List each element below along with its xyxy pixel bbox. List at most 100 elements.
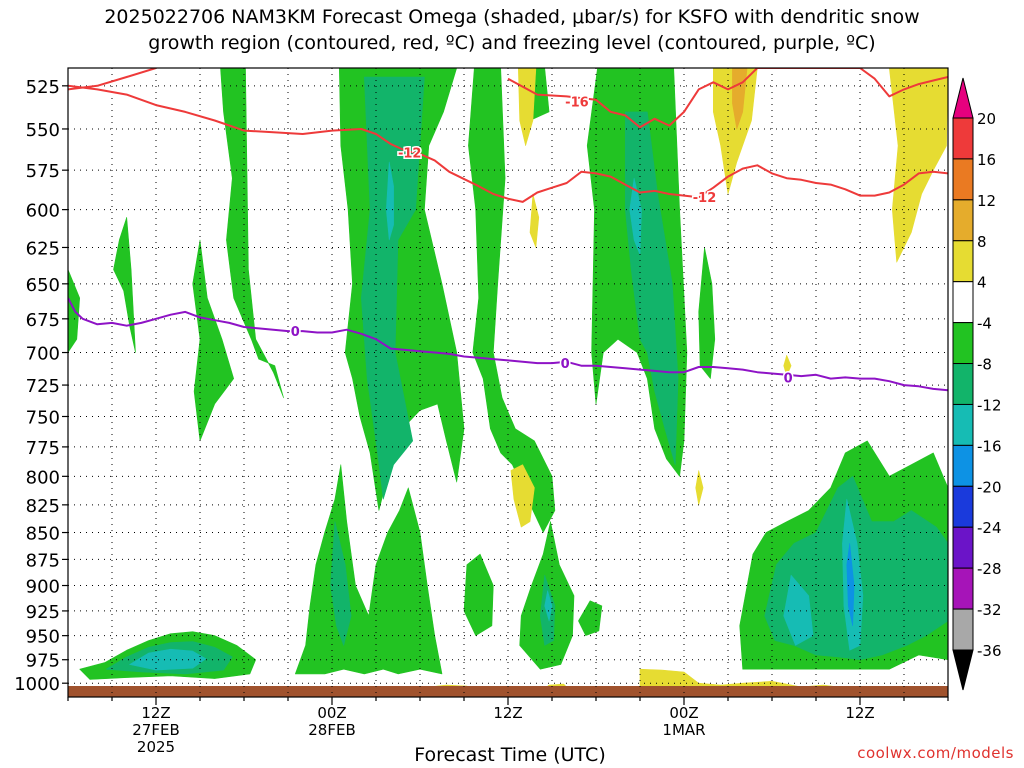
colorbar-bottom-arrow bbox=[952, 649, 974, 691]
colorbar-label: -32 bbox=[977, 601, 1002, 619]
colorbar-bin bbox=[952, 567, 974, 610]
contour-2 bbox=[68, 84, 948, 203]
omega-region-18 bbox=[463, 553, 494, 636]
omega-region-6 bbox=[385, 161, 394, 241]
omega-region-10 bbox=[629, 177, 642, 256]
x-tick-label: 12Z bbox=[141, 704, 170, 722]
colorbar-bin bbox=[952, 444, 974, 487]
colorbar-label: -12 bbox=[977, 396, 1002, 414]
colorbar-bin bbox=[952, 322, 974, 365]
x-tick-label: 28FEB bbox=[308, 721, 355, 739]
contour-label: -12 bbox=[398, 146, 422, 161]
x-tick-label: 00Z bbox=[669, 704, 698, 722]
omega-region-30 bbox=[510, 464, 535, 528]
x-tick-label: 00Z bbox=[317, 704, 346, 722]
contours bbox=[68, 68, 948, 392]
colorbar-bin bbox=[952, 363, 974, 405]
omega-region-26 bbox=[846, 543, 855, 627]
omega-region-21 bbox=[544, 590, 553, 622]
omega-region-5 bbox=[360, 76, 425, 500]
x-axis-title: Forecast Time (UTC) bbox=[414, 744, 606, 766]
omega-region-11 bbox=[698, 247, 716, 379]
colorbar-bin bbox=[952, 281, 974, 324]
omega-region-34 bbox=[783, 354, 792, 377]
omega-region-22 bbox=[578, 600, 603, 636]
y-tick-label: 675 bbox=[26, 310, 60, 331]
y-tick-label: 700 bbox=[26, 344, 60, 365]
contour-labels: -16 -12 -12 0 0 0 bbox=[289, 94, 794, 388]
ground-band bbox=[68, 686, 948, 697]
colorbar-label: 8 bbox=[977, 233, 987, 251]
y-tick-label: 900 bbox=[26, 577, 60, 598]
omega-region-27 bbox=[783, 574, 814, 646]
colorbar-label: 20 bbox=[977, 110, 996, 128]
colorbar-bin bbox=[952, 240, 974, 283]
colorbar-bin bbox=[952, 158, 974, 201]
omega-region-3 bbox=[192, 239, 234, 442]
omega-region-35 bbox=[695, 470, 704, 506]
colorbar-bin bbox=[952, 117, 974, 160]
colorbar-label: 4 bbox=[977, 274, 987, 292]
y-tick-label: 750 bbox=[26, 407, 60, 428]
y-tick-label: 975 bbox=[26, 651, 60, 672]
omega-region-29 bbox=[529, 193, 540, 248]
colorbar-label: -16 bbox=[977, 437, 1002, 455]
omega-region-31 bbox=[712, 68, 758, 195]
omega-region-14 bbox=[330, 521, 352, 646]
colorbar-label: 16 bbox=[977, 151, 996, 169]
colorbar-label: -28 bbox=[977, 560, 1002, 578]
contour-label: 0 bbox=[291, 325, 300, 340]
y-tick-label: 825 bbox=[26, 496, 60, 517]
contour-3 bbox=[68, 297, 948, 392]
colorbar-label: 12 bbox=[977, 192, 996, 210]
contour-1 bbox=[507, 68, 948, 129]
omega-region-0 bbox=[220, 68, 284, 399]
y-tick-label: 950 bbox=[26, 627, 60, 648]
x-tick-label: 12Z bbox=[493, 704, 522, 722]
colorbar: 20 16 12 8 4 -4 -8 -12 -16 -20 -24 -28 -32 -36 bbox=[952, 77, 1002, 691]
omega-region-28 bbox=[517, 68, 537, 146]
colorbar-label: -36 bbox=[977, 642, 1002, 660]
colorbar-bin bbox=[952, 526, 974, 569]
y-tick-label: 875 bbox=[26, 550, 60, 571]
chart-title-line-1: 2025022706 NAM3KM Forecast Omega (shaded… bbox=[104, 6, 920, 28]
contour-label: 0 bbox=[561, 357, 570, 372]
contour-label: 0 bbox=[784, 371, 793, 386]
colorbar-bin bbox=[952, 485, 974, 528]
omega-region-1 bbox=[113, 217, 136, 353]
contour-label: -16 bbox=[565, 96, 589, 111]
y-tick-label: 600 bbox=[26, 201, 60, 222]
colorbar-label: -24 bbox=[977, 519, 1002, 537]
omega-shading bbox=[68, 68, 948, 695]
x-tick-label: 27FEB bbox=[132, 721, 179, 739]
omega-region-32 bbox=[732, 68, 748, 130]
omega-region-17 bbox=[129, 648, 207, 671]
omega-region-13 bbox=[294, 464, 443, 675]
colorbar-bin bbox=[952, 403, 974, 446]
colorbar-bin bbox=[952, 199, 974, 242]
omega-region-7 bbox=[468, 68, 556, 533]
chart-title-line-2: growth region (contoured, red, ºC) and f… bbox=[148, 32, 876, 54]
colorbar-bin bbox=[952, 608, 974, 651]
colorbar-top-arrow bbox=[952, 77, 974, 119]
colorbar-label: -20 bbox=[977, 478, 1002, 496]
y-tick-label: 650 bbox=[26, 275, 60, 296]
y-tick-label: 1000 bbox=[14, 674, 60, 695]
colorbar-label: -8 bbox=[977, 356, 992, 374]
omega-region-33 bbox=[888, 68, 948, 263]
y-tick-label: 550 bbox=[26, 120, 60, 141]
y-tick-label: 725 bbox=[26, 376, 60, 397]
x-tick-label: 1MAR bbox=[662, 721, 705, 739]
y-tick-label: 625 bbox=[26, 238, 60, 259]
y-tick-label: 775 bbox=[26, 438, 60, 459]
x-tick-label: 2025 bbox=[137, 738, 175, 756]
credit-link[interactable]: coolwx.com/models bbox=[857, 744, 1014, 762]
x-tick-label: 12Z bbox=[845, 704, 874, 722]
y-tick-label: 525 bbox=[26, 77, 60, 98]
y-tick-label: 850 bbox=[26, 524, 60, 545]
y-tick-label: 575 bbox=[26, 161, 60, 182]
y-tick-label: 800 bbox=[26, 467, 60, 488]
y-axis: 525 550 575 600 625 650 675 700 725 750 775 800 825 8… bbox=[14, 77, 68, 695]
